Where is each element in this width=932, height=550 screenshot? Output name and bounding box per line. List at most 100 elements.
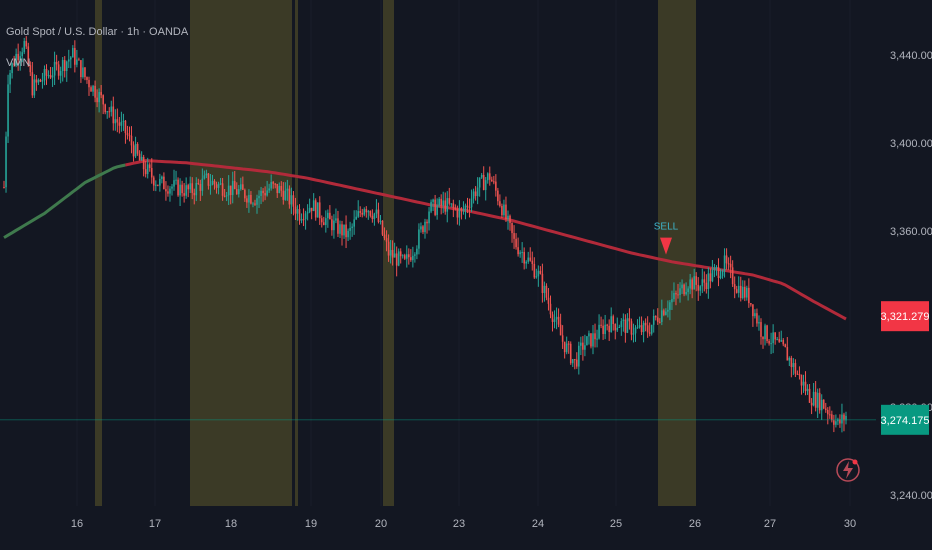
candle-body <box>69 57 72 60</box>
candle-body <box>229 185 232 196</box>
candle-body <box>438 198 440 206</box>
candle-body <box>223 195 226 197</box>
candle-body <box>185 185 187 196</box>
candle-body <box>146 164 149 175</box>
time-axis[interactable]: 16 17 18 19 20 23 24 25 26 27 30 <box>71 518 856 530</box>
candle-body <box>758 322 760 324</box>
time-tick-label: 24 <box>532 518 544 530</box>
candle-body <box>286 188 289 191</box>
candle-body <box>84 67 86 78</box>
candle-body <box>231 181 234 196</box>
candle-body <box>658 321 661 323</box>
candle-body <box>521 252 523 254</box>
candle-body <box>626 318 629 333</box>
session-shade <box>295 0 298 506</box>
candle-body <box>602 325 604 335</box>
candle-body <box>567 343 570 345</box>
candle-body <box>622 319 625 322</box>
candle-body <box>476 187 479 197</box>
candle-body <box>108 111 111 113</box>
candle-body <box>578 345 580 367</box>
candle-body <box>454 207 457 209</box>
candle-body <box>754 313 756 317</box>
candle-body <box>144 169 147 175</box>
candle-body <box>399 251 402 257</box>
candle-body <box>173 180 175 187</box>
candle-body <box>369 211 372 216</box>
candle-body <box>774 332 776 340</box>
candle-body <box>462 210 465 212</box>
candle-body <box>405 254 408 259</box>
candle-body <box>15 53 17 66</box>
candle-body <box>671 299 673 303</box>
candle-body <box>837 419 839 422</box>
candle-body <box>225 195 228 197</box>
candle-body <box>420 226 422 230</box>
candle-body <box>359 211 362 213</box>
candle-body <box>559 324 562 336</box>
candle-body <box>189 183 192 190</box>
candle-body <box>450 203 453 205</box>
candle-body <box>219 183 222 185</box>
candle-body <box>98 92 100 103</box>
candle-body <box>529 257 532 261</box>
candle-body <box>102 95 104 105</box>
candle-body <box>474 191 477 197</box>
candle-body <box>138 153 141 161</box>
candle-body <box>248 194 250 203</box>
candle-body <box>3 187 5 188</box>
candle-body <box>624 319 627 333</box>
candle-body <box>13 63 15 66</box>
candle-body <box>713 267 716 271</box>
candle-body <box>302 219 305 221</box>
candle-body <box>367 211 370 213</box>
candle-body <box>339 224 341 234</box>
candle-body <box>92 85 94 92</box>
candle-body <box>646 325 649 333</box>
candle-body <box>258 195 260 199</box>
candle-body <box>711 270 714 282</box>
candlesticks <box>3 36 847 433</box>
candle-body <box>78 59 80 61</box>
candle-body <box>110 106 113 112</box>
candle-body <box>616 327 619 331</box>
candle-body <box>49 75 52 78</box>
candle-body <box>788 357 791 361</box>
candle-body <box>608 325 610 332</box>
time-tick-label: 23 <box>453 518 465 530</box>
candle-body <box>484 180 487 191</box>
time-tick-label: 25 <box>610 518 622 530</box>
candle-body <box>272 182 274 184</box>
candle-body <box>760 322 762 337</box>
candle-body <box>640 325 643 333</box>
candle-body <box>638 325 641 328</box>
candle-body <box>547 297 550 304</box>
candle-body <box>351 226 353 228</box>
candle-body <box>549 303 552 315</box>
price-tags: 3,321.279 3,274.175 <box>881 301 929 435</box>
candle-body <box>45 68 48 76</box>
candle-body <box>792 363 795 368</box>
alert-icon[interactable] <box>836 458 860 482</box>
candle-body <box>794 363 797 374</box>
candle-body <box>27 46 30 66</box>
candle-body <box>571 359 574 364</box>
candle-body <box>683 284 685 295</box>
candle-body <box>772 332 774 344</box>
candle-body <box>580 342 582 346</box>
candle-body <box>221 183 224 196</box>
candle-body <box>88 79 90 88</box>
candle-body <box>466 205 469 208</box>
indicator-label: VMN <box>6 57 31 69</box>
candle-body <box>381 220 384 235</box>
candle-body <box>600 324 602 326</box>
candle-body <box>634 327 637 334</box>
candle-body <box>490 179 493 182</box>
candle-body <box>525 261 528 264</box>
candle-body <box>812 391 815 406</box>
candle-body <box>314 200 317 218</box>
candle-body <box>132 145 135 157</box>
candle-body <box>509 215 511 223</box>
candle-body <box>233 181 236 190</box>
